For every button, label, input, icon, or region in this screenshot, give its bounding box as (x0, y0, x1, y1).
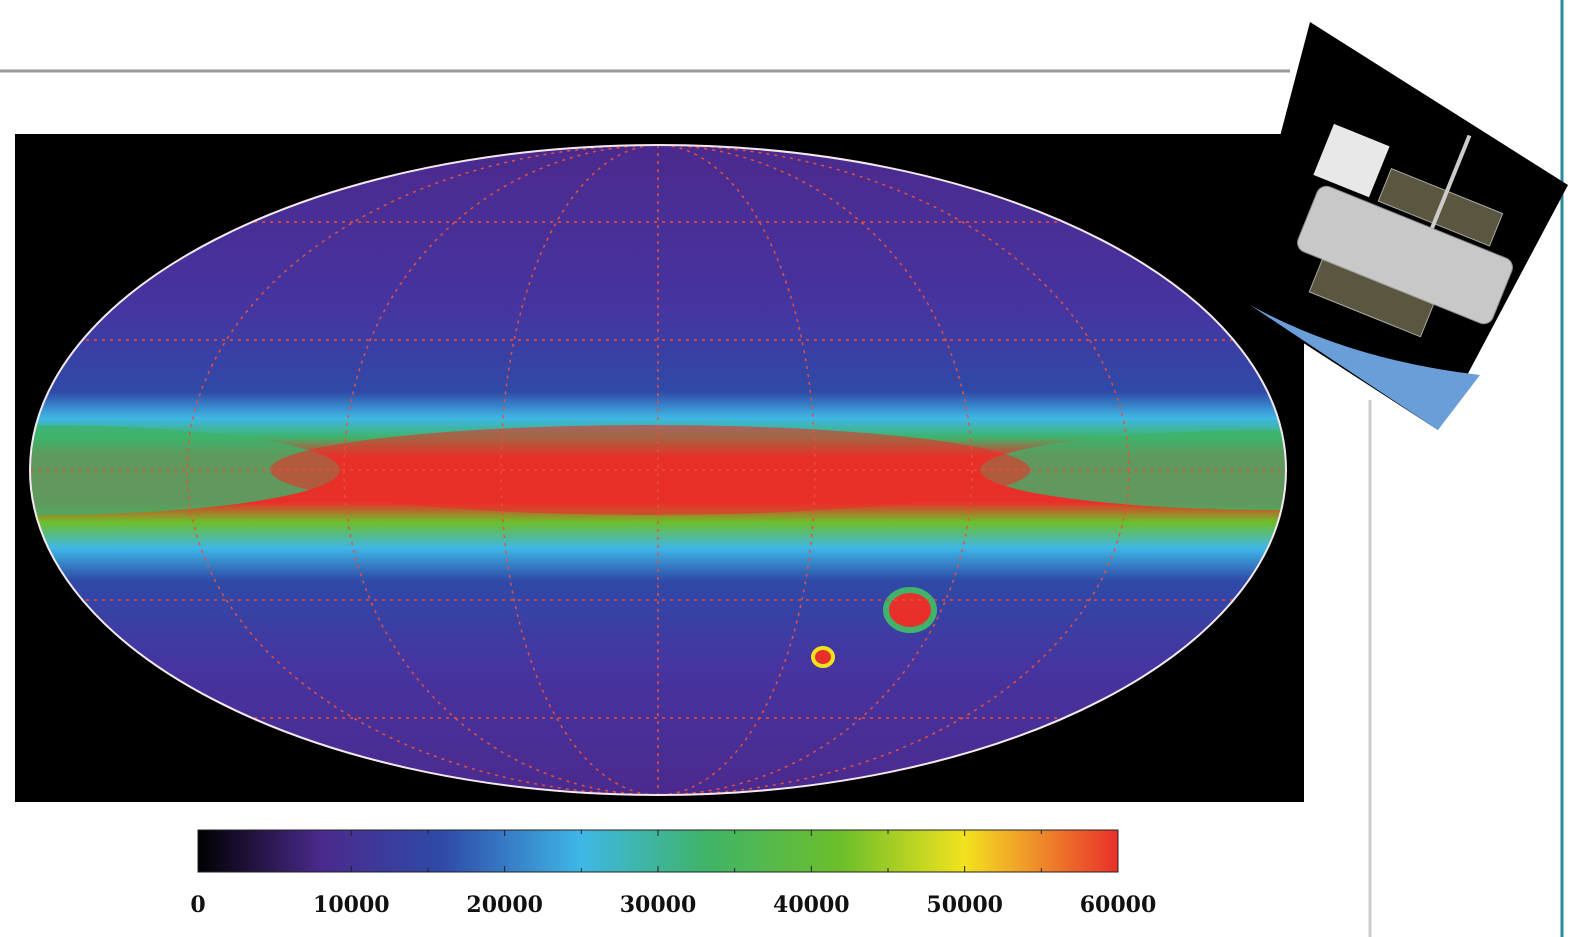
tick-label: 30000 (620, 892, 697, 918)
tick-label: 20000 (466, 892, 543, 918)
tick-label: 0 (190, 892, 205, 918)
tick-label: 40000 (773, 892, 850, 918)
page: 0 10000 20000 30000 40000 50000 60000 (0, 0, 1575, 937)
tick-label: 60000 (1080, 892, 1157, 918)
tick-label: 10000 (313, 892, 390, 918)
tick-label: 50000 (926, 892, 1003, 918)
colorbar-gradient (198, 830, 1118, 872)
colorbar: 0 10000 20000 30000 40000 50000 60000 (190, 830, 1156, 918)
